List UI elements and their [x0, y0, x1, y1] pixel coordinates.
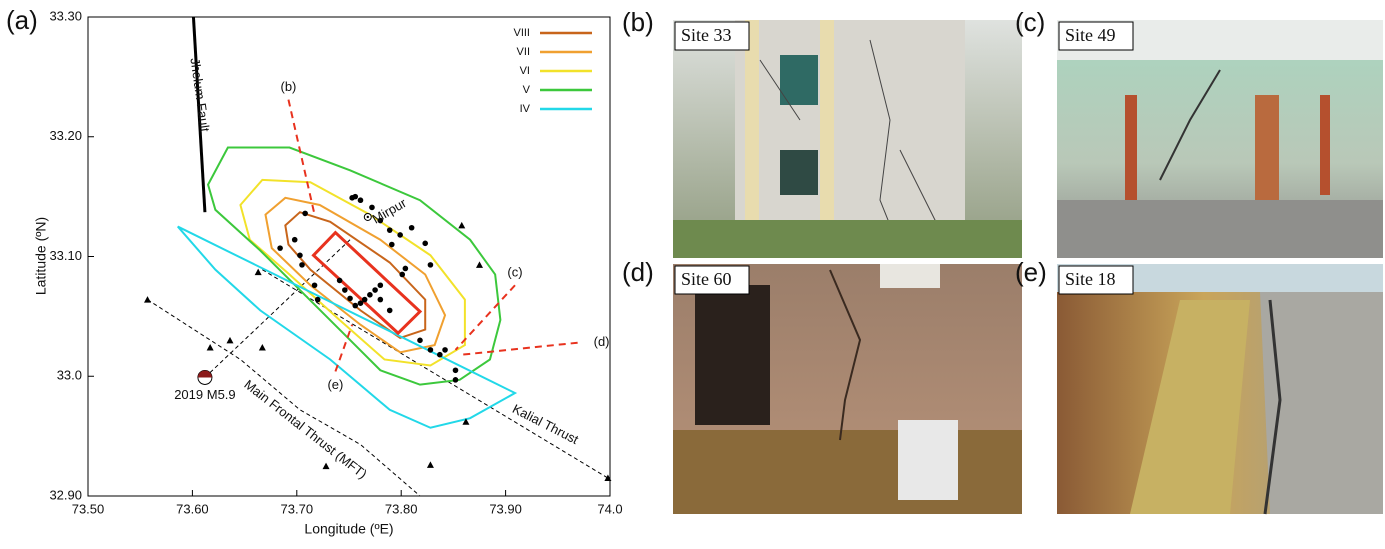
profile-line — [288, 100, 314, 215]
epicenter-label: 2019 M5.9 — [174, 387, 235, 402]
site-label: Site 60 — [681, 269, 732, 289]
site — [422, 241, 428, 247]
site — [337, 278, 343, 284]
window — [695, 285, 770, 425]
legend-label: V — [523, 84, 531, 96]
site — [403, 266, 409, 272]
site — [358, 197, 364, 203]
y-tick-label: 33.10 — [49, 248, 82, 263]
legend-label: VI — [520, 65, 530, 77]
site — [397, 232, 403, 238]
profile-label: (d) — [594, 334, 610, 349]
station — [207, 344, 214, 351]
site — [352, 194, 358, 200]
y-tick-label: 33.20 — [49, 128, 82, 143]
site — [387, 227, 393, 233]
site — [352, 303, 358, 309]
station — [458, 222, 465, 229]
panel-label: (b) — [622, 7, 654, 37]
legend-label: VII — [517, 46, 530, 58]
y-tick-label: 33.0 — [57, 368, 82, 383]
photo-d — [673, 264, 1022, 514]
figure: (a) Longitude (ºE) Latitude (ºN) — [0, 0, 1385, 544]
site — [358, 300, 364, 306]
x-axis-label: Longitude (ºE) — [304, 521, 393, 537]
site — [453, 367, 459, 373]
photo-c — [1057, 20, 1383, 258]
site — [378, 282, 384, 288]
ac-unit — [880, 264, 940, 288]
site — [369, 205, 375, 211]
station — [255, 269, 262, 276]
panel-label: (d) — [622, 257, 654, 287]
profile-label: (e) — [327, 377, 343, 392]
profile-label: (c) — [507, 265, 522, 280]
site — [297, 253, 303, 259]
x-tick-label: 74.0 — [597, 501, 622, 516]
site — [442, 347, 448, 353]
legend-label: VIII — [513, 27, 530, 39]
window — [780, 150, 818, 195]
window — [780, 55, 818, 105]
floor — [1057, 200, 1383, 258]
ground — [673, 220, 1022, 258]
washer — [898, 420, 958, 500]
station — [226, 337, 233, 344]
station — [476, 261, 483, 268]
y-axis-label: Latitude (ºN) — [33, 217, 49, 295]
site — [437, 352, 443, 358]
site — [299, 262, 305, 268]
site-label: Site 49 — [1065, 25, 1116, 45]
profile-label: (b) — [281, 79, 297, 94]
photo-b — [673, 20, 1022, 258]
site-label: Site 18 — [1065, 269, 1116, 289]
x-tick-label: 73.50 — [72, 501, 105, 516]
x-tick-label: 73.60 — [176, 501, 209, 516]
site — [453, 377, 459, 383]
fault-line — [262, 270, 608, 478]
epicenter-beachball — [198, 370, 212, 377]
fault-label: Jhelum Fault — [187, 57, 212, 133]
x-tick-label: 73.70 — [281, 501, 314, 516]
site — [389, 242, 395, 248]
site — [387, 308, 393, 314]
site — [277, 245, 283, 251]
x-tick-label: 73.80 — [385, 501, 418, 516]
station — [427, 461, 434, 468]
site — [399, 272, 405, 278]
station — [259, 344, 266, 351]
pillar — [1320, 95, 1330, 195]
x-tick-label: 73.90 — [489, 501, 522, 516]
site — [342, 287, 348, 293]
site — [292, 237, 298, 243]
isoseismal — [265, 198, 445, 352]
site — [315, 297, 321, 303]
wall-base — [673, 430, 1022, 514]
site — [372, 287, 378, 293]
panel-label: (a) — [6, 5, 38, 35]
panel-label: (e) — [1015, 257, 1047, 287]
site — [312, 282, 318, 288]
site — [347, 296, 353, 302]
city-label: Mirpur — [370, 195, 410, 227]
y-tick-label: 33.30 — [49, 8, 82, 23]
city-dot — [367, 216, 369, 218]
site — [367, 292, 373, 298]
site — [409, 225, 415, 231]
profile-line — [335, 325, 352, 372]
profile-line — [462, 343, 578, 355]
station — [144, 296, 151, 303]
station — [323, 463, 330, 470]
fault-label: Main Frontal Thrust (MFT) — [241, 377, 370, 482]
photo-e — [1057, 264, 1383, 514]
legend-label: IV — [520, 103, 531, 115]
site — [428, 347, 434, 353]
site — [378, 297, 384, 303]
site-label: Site 33 — [681, 25, 732, 45]
y-tick-label: 32.90 — [49, 487, 82, 502]
site — [428, 262, 434, 268]
panel-label: (c) — [1015, 7, 1045, 37]
site — [302, 211, 308, 217]
site — [417, 338, 423, 344]
